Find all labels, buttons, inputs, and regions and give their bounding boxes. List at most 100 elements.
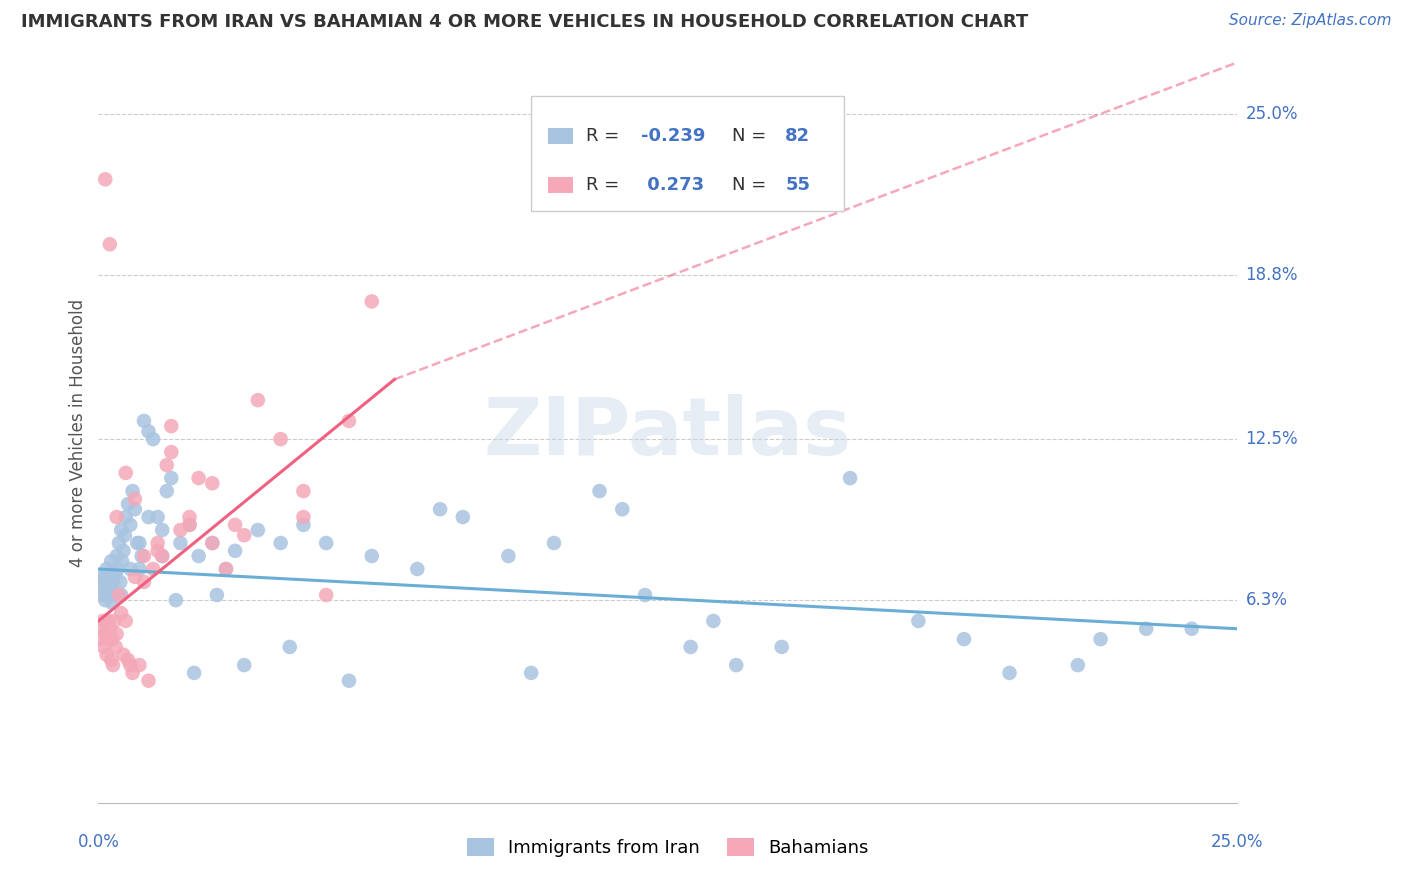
Point bbox=[112, 648, 135, 662]
Text: R =: R = bbox=[586, 127, 624, 145]
Point bbox=[120, 517, 142, 532]
Point bbox=[105, 549, 128, 563]
Point bbox=[117, 497, 139, 511]
Point bbox=[117, 653, 139, 667]
Point bbox=[98, 622, 121, 636]
Point bbox=[165, 593, 187, 607]
Point bbox=[588, 484, 610, 499]
Point bbox=[337, 673, 360, 688]
Point bbox=[98, 588, 121, 602]
Point bbox=[953, 632, 976, 647]
Point bbox=[725, 658, 748, 673]
Point bbox=[146, 536, 169, 550]
Point bbox=[315, 588, 337, 602]
Point bbox=[406, 562, 429, 576]
Point bbox=[124, 502, 146, 516]
Point bbox=[105, 627, 128, 641]
Point bbox=[93, 574, 115, 589]
Point bbox=[105, 510, 128, 524]
Point bbox=[138, 673, 160, 688]
Point bbox=[94, 172, 117, 186]
Point bbox=[101, 658, 124, 673]
Point bbox=[108, 536, 131, 550]
Point bbox=[520, 665, 543, 680]
Point bbox=[93, 640, 115, 654]
Point bbox=[94, 593, 117, 607]
Point bbox=[111, 554, 134, 568]
Text: 82: 82 bbox=[785, 127, 810, 145]
Point bbox=[114, 528, 136, 542]
Text: 18.8%: 18.8% bbox=[1246, 267, 1298, 285]
Point bbox=[150, 549, 173, 563]
Point bbox=[498, 549, 520, 563]
Point bbox=[770, 640, 793, 654]
Text: 0.273: 0.273 bbox=[641, 177, 703, 194]
Point bbox=[104, 640, 127, 654]
Point bbox=[187, 471, 209, 485]
Point bbox=[839, 471, 862, 485]
Point bbox=[270, 536, 292, 550]
Point bbox=[156, 458, 179, 472]
Point bbox=[96, 632, 118, 647]
Text: N =: N = bbox=[731, 127, 772, 145]
Point bbox=[114, 614, 136, 628]
Point bbox=[110, 574, 132, 589]
Point bbox=[91, 570, 114, 584]
Point bbox=[201, 536, 224, 550]
Point bbox=[1067, 658, 1090, 673]
Text: R =: R = bbox=[586, 177, 624, 194]
Text: IMMIGRANTS FROM IRAN VS BAHAMIAN 4 OR MORE VEHICLES IN HOUSEHOLD CORRELATION CHA: IMMIGRANTS FROM IRAN VS BAHAMIAN 4 OR MO… bbox=[21, 13, 1028, 31]
Point bbox=[183, 665, 205, 680]
Point bbox=[215, 562, 238, 576]
Point bbox=[179, 517, 201, 532]
Point bbox=[131, 549, 153, 563]
Point bbox=[97, 614, 120, 628]
Point bbox=[451, 510, 474, 524]
Point bbox=[132, 574, 155, 589]
Point bbox=[907, 614, 929, 628]
Point bbox=[120, 562, 142, 576]
Point bbox=[360, 549, 382, 563]
Point bbox=[114, 510, 136, 524]
Text: 25.0%: 25.0% bbox=[1246, 105, 1298, 123]
Point bbox=[292, 484, 315, 499]
Point bbox=[142, 432, 165, 446]
Point bbox=[360, 294, 382, 309]
Point bbox=[246, 523, 269, 537]
Text: 6.3%: 6.3% bbox=[1246, 591, 1288, 609]
Point bbox=[224, 544, 246, 558]
Point bbox=[201, 476, 224, 491]
Point bbox=[112, 544, 135, 558]
Point bbox=[160, 445, 183, 459]
Point bbox=[124, 570, 146, 584]
Point bbox=[146, 544, 169, 558]
Y-axis label: 4 or more Vehicles in Household: 4 or more Vehicles in Household bbox=[69, 299, 87, 566]
Point bbox=[104, 567, 127, 582]
Point bbox=[110, 588, 132, 602]
Point bbox=[97, 570, 120, 584]
Point bbox=[292, 510, 315, 524]
Point bbox=[132, 414, 155, 428]
Text: 12.5%: 12.5% bbox=[1246, 430, 1298, 448]
Point bbox=[150, 523, 173, 537]
Point bbox=[138, 425, 160, 439]
Point bbox=[114, 466, 136, 480]
Point bbox=[128, 536, 150, 550]
Point bbox=[91, 632, 114, 647]
Point bbox=[215, 562, 238, 576]
Point bbox=[96, 562, 118, 576]
Point bbox=[128, 562, 150, 576]
Point bbox=[156, 484, 179, 499]
Point bbox=[429, 502, 451, 516]
Point bbox=[101, 574, 124, 589]
Text: ZIPatlas: ZIPatlas bbox=[484, 393, 852, 472]
Point bbox=[179, 510, 201, 524]
Text: N =: N = bbox=[731, 177, 772, 194]
Point bbox=[101, 574, 124, 589]
Point bbox=[292, 517, 315, 532]
Point bbox=[150, 549, 173, 563]
Point bbox=[270, 432, 292, 446]
Point bbox=[108, 588, 131, 602]
Point bbox=[132, 549, 155, 563]
Point bbox=[634, 588, 657, 602]
